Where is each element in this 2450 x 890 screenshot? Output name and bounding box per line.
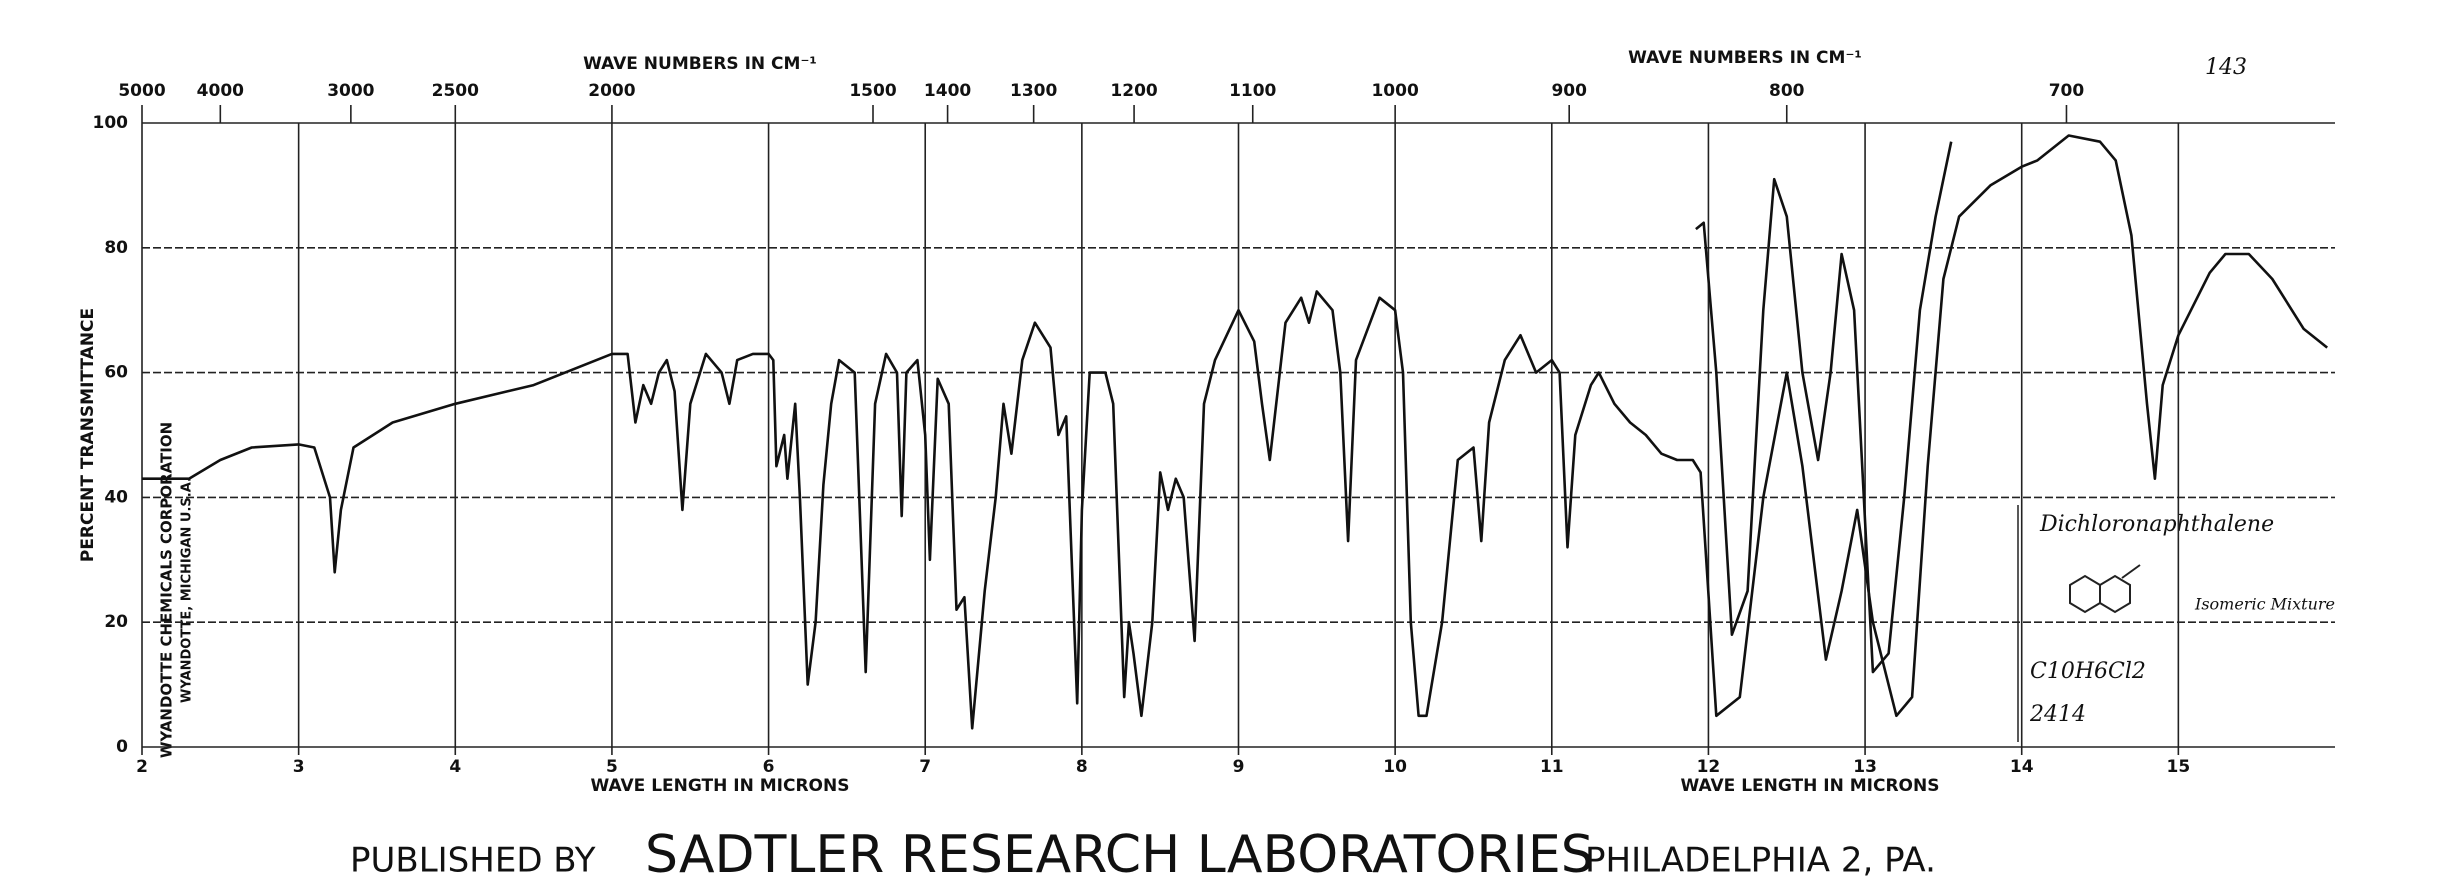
footer-name: SADTLER RESEARCH LABORATORIES — [645, 825, 1594, 885]
structure-sketch — [2069, 564, 2141, 614]
x2-tick-label: 2500 — [432, 81, 479, 101]
x2-tick-label: 4000 — [197, 81, 244, 101]
x2-tick-label: 1300 — [1010, 81, 1057, 101]
x2-tick-label: 700 — [2049, 81, 2085, 101]
x-axis-label: WAVE LENGTH IN MICRONS — [591, 776, 850, 796]
y-axis-label: PERCENT TRANSMITTANCE — [78, 308, 98, 562]
x2-tick-label: 5000 — [118, 81, 165, 101]
y-tick-label: 80 — [104, 238, 128, 258]
x-tick-label: 15 — [2167, 757, 2191, 777]
x-axis-label: WAVE LENGTH IN MICRONS — [1681, 776, 1940, 796]
x-tick-label: 5 — [606, 757, 618, 777]
x2-axis-label: WAVE NUMBERS IN CM⁻¹ — [1628, 48, 1862, 68]
footer-suffix: PHILADELPHIA 2, PA. — [1585, 841, 1936, 881]
spectrum-line — [142, 134, 2329, 730]
formula: C10H6Cl2 — [2030, 659, 2146, 684]
y-tick-label: 20 — [104, 612, 128, 632]
x2-tick-label: 2000 — [588, 81, 635, 101]
x-tick-label: 8 — [1076, 757, 1088, 777]
x2-tick-label: 800 — [1769, 81, 1805, 101]
x2-tick-label: 1400 — [924, 81, 971, 101]
page-number: 143 — [2205, 55, 2247, 80]
x2-tick-label: 1000 — [1371, 81, 1418, 101]
x-tick-label: 4 — [449, 757, 461, 777]
x-tick-label: 14 — [2010, 757, 2034, 777]
y-tick-label: 100 — [93, 113, 129, 133]
footer-prefix: PUBLISHED BY — [350, 841, 596, 881]
x2-tick-label: 1100 — [1229, 81, 1276, 101]
x2-tick-label: 3000 — [327, 81, 374, 101]
number: 2414 — [2029, 702, 2086, 727]
y-tick-label: 40 — [104, 487, 128, 507]
x-tick-label: 9 — [1233, 757, 1245, 777]
x-tick-label: 10 — [1383, 757, 1407, 777]
x2-tick-label: 900 — [1551, 81, 1587, 101]
x-tick-label: 7 — [919, 757, 931, 777]
spectrum-line — [1695, 141, 1953, 674]
x-tick-label: 13 — [1853, 757, 1877, 777]
source-label: WYANDOTTE CHEMICALS CORPORATION — [158, 422, 176, 758]
x-tick-label: 2 — [136, 757, 148, 777]
x2-tick-label: 1500 — [849, 81, 896, 101]
x-tick-label: 12 — [1697, 757, 1721, 777]
source-label: WYANDOTTE, MICHIGAN U.S.A. — [180, 477, 195, 703]
compound-name: Dichloronaphthalene — [2039, 512, 2274, 537]
x-tick-label: 3 — [293, 757, 305, 777]
y-tick-label: 0 — [116, 737, 128, 757]
x2-axis-label: WAVE NUMBERS IN CM⁻¹ — [583, 54, 817, 74]
note: Isomeric Mixture — [2194, 595, 2335, 614]
x2-tick-label: 1200 — [1110, 81, 1157, 101]
y-tick-label: 60 — [104, 363, 128, 383]
x-tick-label: 11 — [1540, 757, 1564, 777]
x-tick-label: 6 — [763, 757, 775, 777]
